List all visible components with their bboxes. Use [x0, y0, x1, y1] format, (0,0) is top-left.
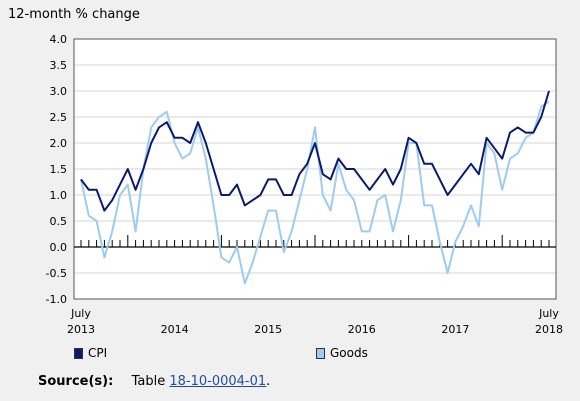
- y-tick-label: 4.0: [50, 33, 68, 46]
- y-tick-label: 3.0: [50, 85, 68, 98]
- legend-item-goods: Goods: [316, 346, 368, 360]
- source-suffix: .: [266, 374, 271, 389]
- legend-item-cpi: CPI: [74, 346, 107, 360]
- x-tick-label-year: 2016: [348, 323, 376, 336]
- line-chart: 4.0 3.5 3.0 2.5 2.0 1.5 1.0 0.5 0.0 -0.5 -1.0 July…: [46, 33, 563, 336]
- legend-label-cpi: CPI: [88, 346, 108, 360]
- series-line-goods: [80, 100, 550, 285]
- y-tick-label: 1.0: [50, 189, 68, 202]
- x-tick-label-year: 2018: [535, 323, 563, 336]
- legend-swatch-cpi: [74, 347, 83, 359]
- y-tick-label: 0.5: [50, 215, 68, 228]
- y-tick-label: -0.5: [46, 267, 67, 280]
- y-tick-label: -1.0: [46, 293, 67, 306]
- x-tick-label-year: 2013: [67, 323, 95, 336]
- source-label: Source(s):: [38, 374, 114, 389]
- legend-label-goods: Goods: [330, 346, 368, 360]
- legend: CPI Goods: [0, 346, 580, 362]
- y-tick-label: 2.0: [50, 137, 68, 150]
- x-tick-label-year: 2017: [441, 323, 469, 336]
- x-tick-label-month: July: [70, 307, 91, 320]
- source-prefix: Table: [131, 374, 166, 389]
- y-tick-label: 1.5: [50, 163, 68, 176]
- y-tick-label: 0.0: [50, 241, 68, 254]
- legend-swatch-goods: [316, 347, 325, 359]
- x-tick-label-year: 2015: [254, 323, 282, 336]
- y-tick-label: 2.5: [50, 111, 68, 124]
- source-table-link[interactable]: 18-10-0004-01: [169, 374, 267, 389]
- plot-frame: [73, 38, 557, 300]
- source-note: Source(s): Table 18-10-0004-01.: [38, 374, 270, 389]
- x-tick-label-year: 2014: [161, 323, 189, 336]
- y-tick-label: 3.5: [50, 59, 68, 72]
- y-tick-labels: 4.0 3.5 3.0 2.5 2.0 1.5 1.0 0.5 0.0 -0.5 -1.0: [46, 33, 67, 306]
- x-tick-labels: July 2013 2014 2015 2016 2017 July 2018: [67, 307, 563, 336]
- y-axis-label: 12-month % change: [8, 7, 140, 22]
- x-tick-label-month: July: [538, 307, 559, 320]
- series-lines: [80, 90, 550, 285]
- series-line-cpi: [80, 90, 550, 212]
- axes: [73, 38, 557, 300]
